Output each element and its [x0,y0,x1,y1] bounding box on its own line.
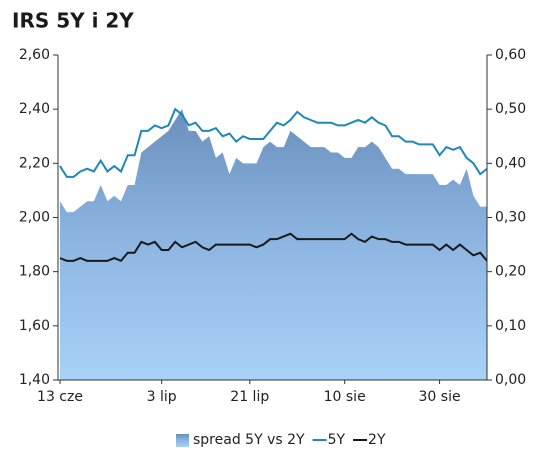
y2-tick-label: 0,10 [495,318,526,334]
legend-label: 2Y [368,432,386,448]
legend-swatch [176,434,189,447]
y-tick-label: 1,40 [19,372,50,388]
y2-tick-label: 0,60 [495,47,526,63]
area [60,109,487,381]
line [59,107,488,178]
y2-tick-label: 0,50 [495,101,526,117]
y2-tick-label: 0,20 [495,264,526,280]
y2-tick-label: 0,40 [495,155,526,171]
legend-label: spread 5Y vs 2Y [193,432,305,448]
y-tick-label: 2,00 [19,210,50,226]
y-tick-label: 2,60 [19,47,50,63]
x-tick-label: 30 sie [419,389,461,405]
legend-label: 5Y [328,432,346,448]
y2-tick-label: 0,00 [495,372,526,388]
y-tick-label: 1,60 [19,318,50,334]
x-tick-label: 21 lip [230,389,269,405]
y-tick-label: 1,80 [19,264,50,280]
chart-title: IRS 5Y i 2Y [12,9,134,33]
y2-tick-label: 0,30 [495,210,526,226]
y-tick-label: 2,20 [19,155,50,171]
x-tick-label: 10 sie [324,389,366,405]
x-tick-label: 13 cze [37,389,83,405]
y-tick-label: 2,40 [19,101,50,117]
x-tick-label: 3 lip [147,389,177,405]
line [59,232,488,263]
